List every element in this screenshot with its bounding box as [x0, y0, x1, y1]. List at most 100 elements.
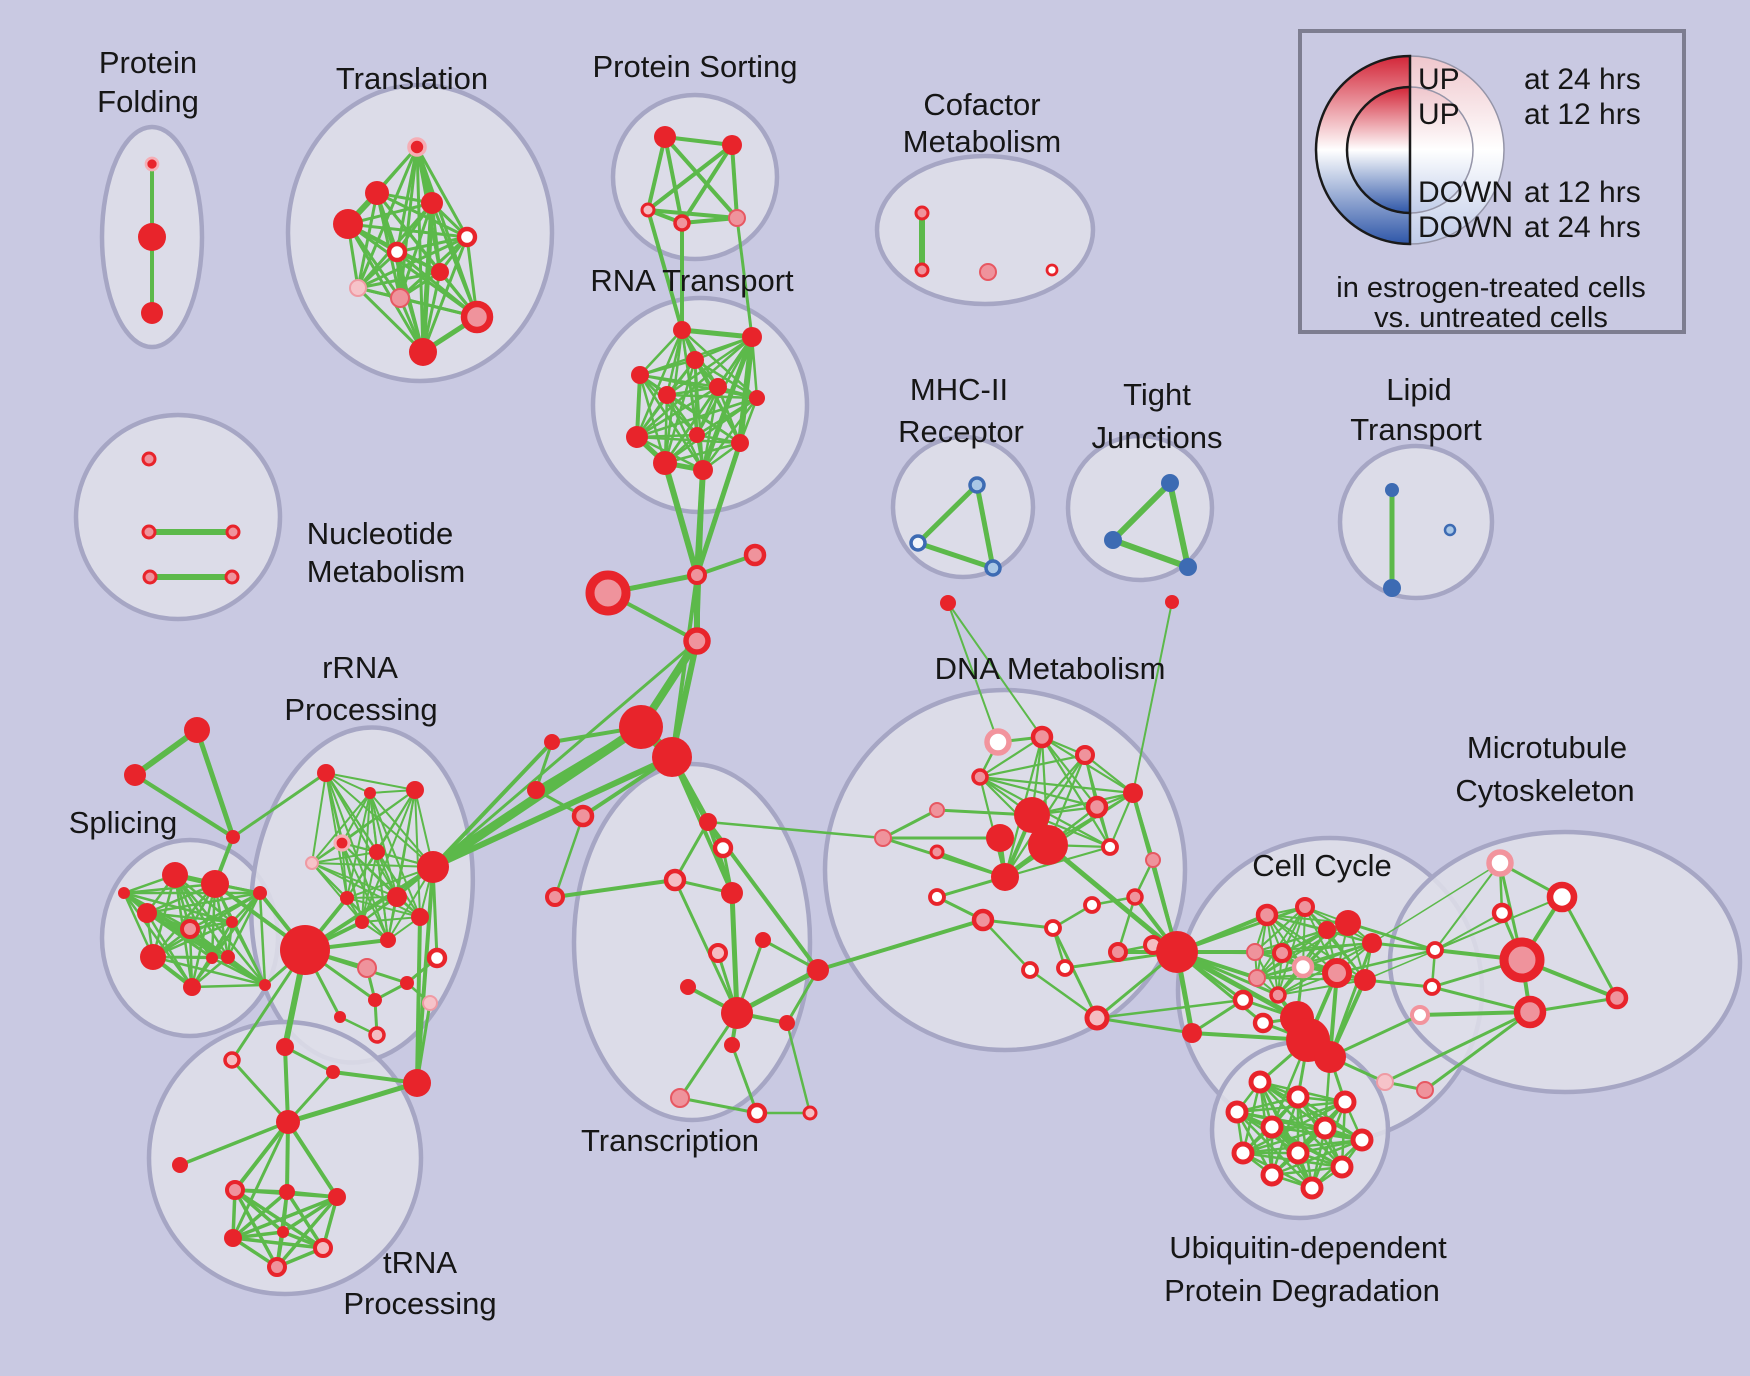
network-node-h3[interactable] — [687, 565, 707, 585]
network-node-t9[interactable] — [390, 288, 410, 308]
network-node-x5[interactable] — [755, 932, 771, 948]
network-node-cb1[interactable] — [1426, 941, 1444, 959]
network-node-ps2[interactable] — [722, 135, 742, 155]
network-node-cf3[interactable] — [979, 263, 997, 281]
network-node-s8[interactable] — [221, 950, 235, 964]
network-node-tj1[interactable] — [1161, 474, 1179, 492]
network-node-s10[interactable] — [118, 887, 130, 899]
network-node-ps3[interactable] — [640, 202, 656, 218]
network-node-nu5[interactable] — [224, 569, 240, 585]
network-node-n12[interactable] — [326, 1065, 340, 1079]
network-node-x7[interactable] — [807, 959, 829, 981]
network-node-r5[interactable] — [305, 856, 319, 870]
network-node-m4[interactable] — [1499, 937, 1545, 983]
network-node-r15[interactable] — [357, 958, 377, 978]
network-node-cf2[interactable] — [914, 262, 930, 278]
network-node-r1[interactable] — [317, 764, 335, 782]
network-node-u7[interactable] — [1350, 1128, 1374, 1152]
network-node-n9[interactable] — [277, 1226, 289, 1238]
network-node-n2[interactable] — [172, 1157, 188, 1173]
network-node-cf1[interactable] — [914, 205, 930, 221]
network-node-cb3[interactable] — [1410, 1005, 1430, 1025]
network-node-ps4[interactable] — [673, 214, 691, 232]
network-node-r11[interactable] — [355, 915, 369, 929]
network-node-s3[interactable] — [137, 903, 157, 923]
network-node-ps5[interactable] — [728, 209, 746, 227]
network-node-s11[interactable] — [206, 952, 218, 964]
network-node-d21[interactable] — [1021, 961, 1039, 979]
network-node-h5[interactable] — [743, 543, 767, 567]
network-node-r8[interactable] — [387, 887, 407, 907]
network-node-ta[interactable] — [184, 717, 210, 743]
network-node-u4[interactable] — [1225, 1100, 1249, 1124]
network-node-rt10[interactable] — [731, 434, 749, 452]
network-node-u10[interactable] — [1330, 1155, 1354, 1179]
network-node-d8[interactable] — [1028, 825, 1068, 865]
network-node-nu3[interactable] — [225, 524, 241, 540]
network-node-cc9[interactable] — [1322, 958, 1352, 988]
network-node-x6[interactable] — [708, 943, 728, 963]
network-node-pf2[interactable] — [138, 223, 166, 251]
network-node-t11[interactable] — [409, 338, 437, 366]
network-node-x11[interactable] — [724, 1037, 740, 1053]
network-node-h2[interactable] — [652, 737, 692, 777]
network-node-pf3[interactable] — [141, 302, 163, 324]
network-node-nu4[interactable] — [142, 569, 158, 585]
network-node-da2[interactable] — [1165, 595, 1179, 609]
network-node-t3[interactable] — [421, 192, 443, 214]
network-node-x3[interactable] — [663, 868, 687, 892]
network-node-x2[interactable] — [712, 837, 734, 859]
network-node-lp3[interactable] — [1443, 523, 1457, 537]
network-node-x8[interactable] — [680, 979, 696, 995]
network-node-s1[interactable] — [162, 862, 188, 888]
network-node-d11[interactable] — [1101, 838, 1119, 856]
network-node-l2[interactable] — [527, 781, 545, 799]
network-node-m5[interactable] — [1513, 995, 1547, 1029]
network-node-l3[interactable] — [571, 804, 595, 828]
network-node-d22[interactable] — [1056, 959, 1074, 977]
network-node-cb5[interactable] — [1416, 1081, 1434, 1099]
network-node-n5[interactable] — [328, 1188, 346, 1206]
network-node-r6[interactable] — [369, 844, 385, 860]
network-node-s6[interactable] — [140, 944, 166, 970]
network-node-u12[interactable] — [1300, 1176, 1324, 1200]
network-node-bb[interactable] — [1156, 931, 1198, 973]
network-node-x13[interactable] — [746, 1102, 768, 1124]
network-node-d13[interactable] — [929, 844, 945, 860]
network-node-cc11[interactable] — [1248, 969, 1266, 987]
network-node-tc[interactable] — [226, 830, 240, 844]
network-node-nu2[interactable] — [141, 524, 157, 540]
network-node-d10[interactable] — [1085, 795, 1109, 819]
network-node-n4[interactable] — [279, 1184, 295, 1200]
network-node-cc1[interactable] — [1255, 903, 1279, 927]
network-node-d5[interactable] — [929, 802, 945, 818]
network-node-cc14[interactable] — [1232, 989, 1254, 1011]
network-node-x4[interactable] — [721, 882, 743, 904]
network-node-cc3[interactable] — [1318, 921, 1336, 939]
network-node-d14[interactable] — [991, 863, 1019, 891]
network-node-x9[interactable] — [721, 997, 753, 1029]
network-node-h1[interactable] — [619, 705, 663, 749]
network-node-r10[interactable] — [411, 908, 429, 926]
network-node-h4[interactable] — [585, 570, 631, 616]
network-node-rt12[interactable] — [693, 460, 713, 480]
network-node-u11[interactable] — [1260, 1163, 1284, 1187]
network-node-cc2[interactable] — [1295, 897, 1315, 917]
network-node-pf1[interactable] — [144, 156, 160, 172]
network-node-t10[interactable] — [460, 300, 494, 334]
network-node-cf4[interactable] — [1045, 263, 1059, 277]
network-node-r3[interactable] — [406, 781, 424, 799]
network-node-r18[interactable] — [422, 995, 438, 1011]
network-node-n3[interactable] — [225, 1180, 245, 1200]
network-node-r7[interactable] — [340, 891, 354, 905]
network-node-s12[interactable] — [259, 979, 271, 991]
network-node-d18[interactable] — [1126, 888, 1144, 906]
network-node-m3[interactable] — [1491, 902, 1513, 924]
network-node-r2[interactable] — [364, 787, 376, 799]
network-node-da1[interactable] — [940, 595, 956, 611]
network-node-u6[interactable] — [1313, 1116, 1337, 1140]
network-node-lp2[interactable] — [1383, 579, 1401, 597]
network-node-cc4[interactable] — [1335, 910, 1361, 936]
network-node-l1[interactable] — [544, 734, 560, 750]
network-node-rt11[interactable] — [653, 451, 677, 475]
